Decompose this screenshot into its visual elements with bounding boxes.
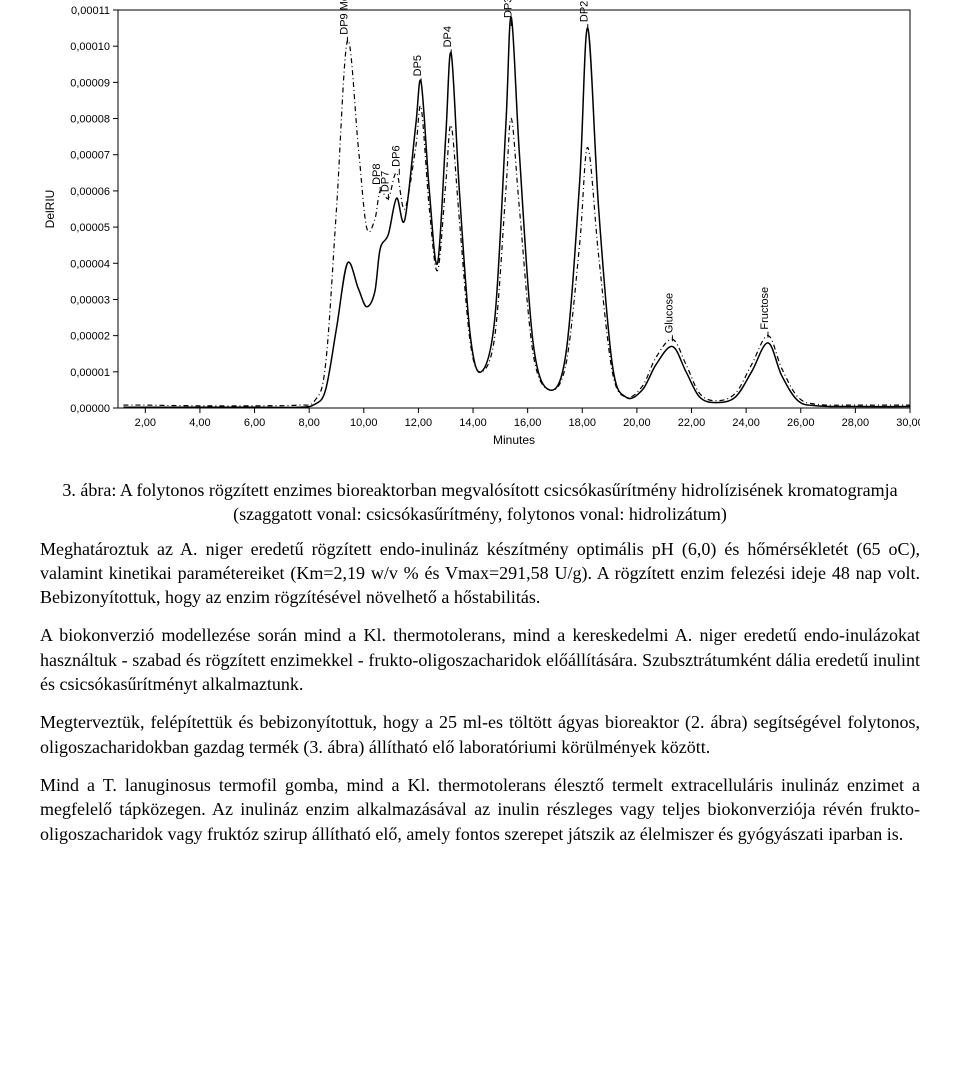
svg-text:0,00008: 0,00008	[70, 114, 110, 126]
svg-text:0,00001: 0,00001	[70, 367, 110, 379]
svg-text:DP7: DP7	[379, 171, 391, 192]
svg-text:24,00: 24,00	[732, 417, 760, 429]
svg-text:16,00: 16,00	[514, 417, 542, 429]
svg-text:22,00: 22,00	[678, 417, 706, 429]
svg-text:DP6: DP6	[390, 145, 402, 166]
svg-text:30,00: 30,00	[896, 417, 920, 429]
svg-text:Minutes: Minutes	[493, 433, 535, 447]
svg-text:8,00: 8,00	[298, 417, 319, 429]
svg-text:0,00010: 0,00010	[70, 41, 110, 53]
svg-text:12,00: 12,00	[405, 417, 433, 429]
svg-text:0,00007: 0,00007	[70, 150, 110, 162]
svg-text:10,00: 10,00	[350, 417, 378, 429]
figure-caption: 3. ábra: A folytonos rögzített enzimes b…	[40, 478, 920, 527]
paragraph-4: Mind a T. lanuginosus termofil gomba, mi…	[40, 773, 920, 846]
svg-text:0,00002: 0,00002	[70, 331, 110, 343]
chromatogram-svg: 0,00000 0,00001 0,00002 0,00003 0,00004 0,000…	[40, 0, 920, 460]
svg-text:6,00: 6,00	[244, 417, 265, 429]
svg-text:14,00: 14,00	[459, 417, 487, 429]
svg-text:0,00011: 0,00011	[71, 5, 110, 17]
paragraph-1: Meghatároztuk az A. niger eredetű rögzít…	[40, 537, 920, 610]
caption-line1: 3. ábra: A folytonos rögzített enzimes b…	[62, 480, 897, 500]
paragraph-3: Megterveztük, felépítettük és bebizonyít…	[40, 710, 920, 759]
paragraph-2: A biokonverzió modellezése során mind a …	[40, 623, 920, 696]
svg-text:DelRIU: DelRIU	[43, 190, 57, 229]
svg-text:0,00000: 0,00000	[70, 403, 110, 415]
svg-text:18,00: 18,00	[569, 417, 597, 429]
svg-text:DP3: DP3	[502, 0, 514, 18]
svg-text:0,00005: 0,00005	[70, 222, 110, 234]
chromatogram-chart: 0,00000 0,00001 0,00002 0,00003 0,00004 0,000…	[40, 0, 920, 460]
svg-text:0,00009: 0,00009	[70, 77, 110, 89]
svg-text:DP5: DP5	[412, 55, 424, 76]
svg-text:0,00004: 0,00004	[70, 258, 110, 270]
svg-text:DP9 More: DP9 More	[338, 0, 350, 35]
caption-line2: (szaggatott vonal: csicsókasűrítmény, fo…	[233, 504, 727, 524]
svg-text:28,00: 28,00	[842, 417, 870, 429]
svg-text:Glucose: Glucose	[663, 293, 675, 333]
svg-text:2,00: 2,00	[135, 417, 156, 429]
svg-text:0,00003: 0,00003	[70, 294, 110, 306]
svg-text:DP4: DP4	[442, 26, 454, 47]
svg-text:0,00006: 0,00006	[70, 186, 110, 198]
svg-text:20,00: 20,00	[623, 417, 651, 429]
svg-text:DP2: DP2	[579, 1, 591, 22]
svg-text:4,00: 4,00	[189, 417, 210, 429]
svg-text:Fructose: Fructose	[759, 287, 771, 330]
svg-text:26,00: 26,00	[787, 417, 815, 429]
